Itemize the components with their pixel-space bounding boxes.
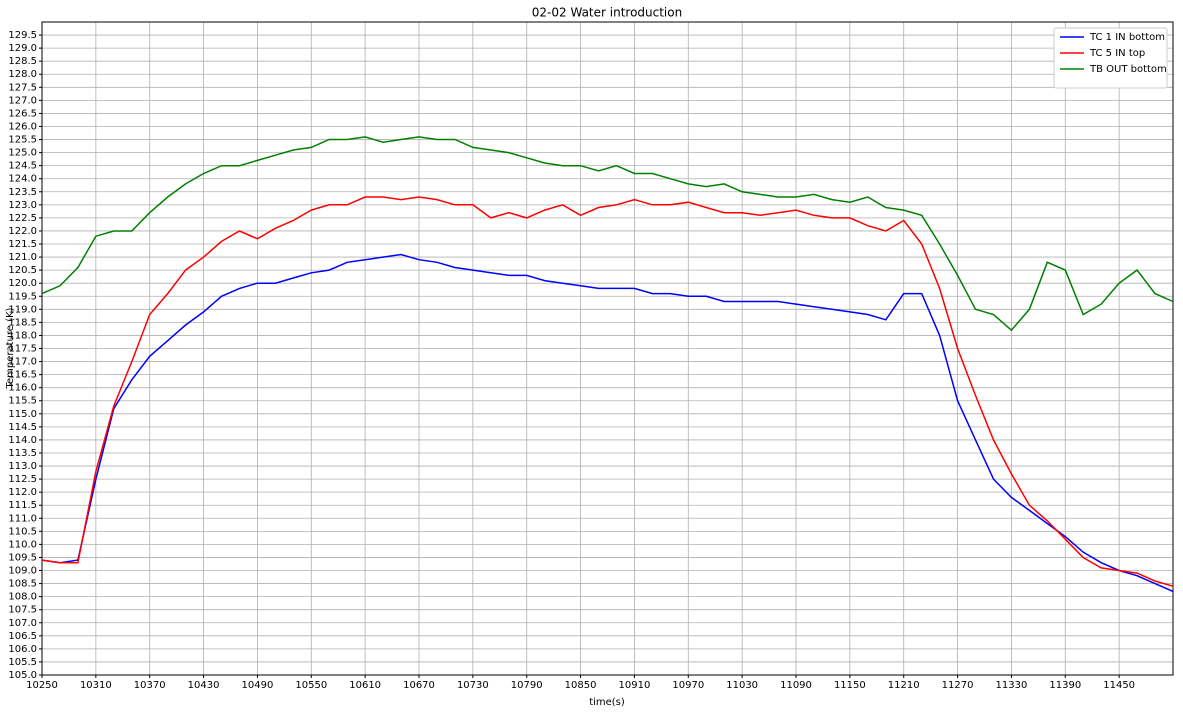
x-tick-label: 10850 (565, 680, 597, 691)
x-tick-label: 11390 (1049, 680, 1081, 691)
y-tick-label: 110.0 (8, 539, 37, 550)
y-tick-label: 118.0 (8, 330, 37, 341)
y-tick-label: 114.5 (8, 422, 37, 433)
y-tick-label: 106.5 (8, 631, 37, 642)
legend-box (1053, 27, 1168, 89)
y-tick-label: 106.0 (8, 644, 37, 655)
x-tick-label: 10550 (295, 680, 327, 691)
y-tick-label: 107.0 (8, 618, 37, 629)
y-tick-label: 111.5 (8, 500, 37, 511)
y-tick-label: 121.0 (8, 252, 37, 263)
y-tick-label: 113.0 (8, 461, 37, 472)
y-tick-label: 105.5 (8, 657, 37, 668)
y-tick-label: 124.0 (8, 174, 37, 185)
y-axis-label: Temperature (K) (5, 307, 16, 389)
y-tick-label: 127.0 (8, 95, 37, 106)
y-tick-label: 122.0 (8, 226, 37, 237)
y-tick-label: 119.0 (8, 304, 37, 315)
x-tick-label: 10670 (403, 680, 435, 691)
y-tick-label: 125.5 (8, 135, 37, 146)
y-tick-label: 112.5 (8, 474, 37, 485)
x-tick-label: 11150 (834, 680, 866, 691)
legend-label: TC 5 IN top (1089, 48, 1145, 59)
y-tick-label: 109.5 (8, 552, 37, 563)
y-tick-label: 109.0 (8, 566, 37, 577)
legend-label: TB OUT bottom (1089, 64, 1167, 75)
y-tick-label: 124.5 (8, 161, 37, 172)
x-tick-label: 11450 (1103, 680, 1135, 691)
x-tick-label: 10790 (511, 680, 543, 691)
y-tick-label: 123.0 (8, 200, 37, 211)
y-tick-label: 120.0 (8, 278, 37, 289)
y-tick-label: 128.5 (8, 56, 37, 67)
x-tick-label: 11270 (942, 680, 974, 691)
y-tick-label: 114.0 (8, 435, 37, 446)
y-tick-label: 116.5 (8, 370, 37, 381)
series-line (41, 136, 1174, 332)
series-line (41, 196, 1174, 587)
y-tick-label: 108.5 (8, 579, 37, 590)
y-tick-label: 120.5 (8, 265, 37, 276)
x-tick-label: 11030 (726, 680, 758, 691)
y-tick-label: 108.0 (8, 592, 37, 603)
y-tick-label: 117.5 (8, 344, 37, 355)
y-tick-label: 129.5 (8, 30, 37, 41)
y-tick-label: 122.5 (8, 213, 37, 224)
x-tick-label: 10370 (134, 680, 166, 691)
y-tick-label: 126.0 (8, 121, 37, 132)
y-tick-label: 113.5 (8, 448, 37, 459)
y-tick-label: 110.5 (8, 526, 37, 537)
y-tick-label: 111.0 (8, 513, 37, 524)
x-axis-label: time(s) (589, 697, 625, 708)
y-tick-label: 105.0 (8, 670, 37, 681)
y-tick-label: 107.5 (8, 605, 37, 616)
x-tick-label: 11210 (888, 680, 920, 691)
x-tick-label: 10730 (457, 680, 489, 691)
y-tick-label: 118.5 (8, 317, 37, 328)
x-tick-label: 11330 (996, 680, 1028, 691)
x-tick-label: 10310 (80, 680, 112, 691)
x-tick-label: 10490 (242, 680, 274, 691)
plot-frame (41, 21, 1174, 676)
y-tick-label: 127.5 (8, 82, 37, 93)
x-tick-label: 10610 (349, 680, 381, 691)
y-tick-label: 116.0 (8, 383, 37, 394)
y-tick-label: 115.0 (8, 409, 37, 420)
chart-title: 02-02 Water introduction (532, 6, 682, 20)
y-tick-label: 129.0 (8, 43, 37, 54)
y-tick-label: 128.0 (8, 69, 37, 80)
y-tick-label: 115.5 (8, 396, 37, 407)
y-tick-label: 121.5 (8, 239, 37, 250)
y-tick-label: 123.5 (8, 187, 37, 198)
y-tick-label: 117.0 (8, 357, 37, 368)
x-tick-label: 10250 (26, 680, 58, 691)
y-tick-label: 125.0 (8, 148, 37, 159)
series-line (41, 253, 1174, 593)
x-tick-label: 10910 (619, 680, 651, 691)
x-tick-label: 10970 (672, 680, 704, 691)
y-tick-label: 119.5 (8, 291, 37, 302)
x-tick-label: 10430 (188, 680, 220, 691)
y-tick-label: 112.0 (8, 487, 37, 498)
x-tick-label: 11090 (780, 680, 812, 691)
y-tick-label: 126.5 (8, 108, 37, 119)
legend-label: TC 1 IN bottom (1089, 32, 1165, 43)
